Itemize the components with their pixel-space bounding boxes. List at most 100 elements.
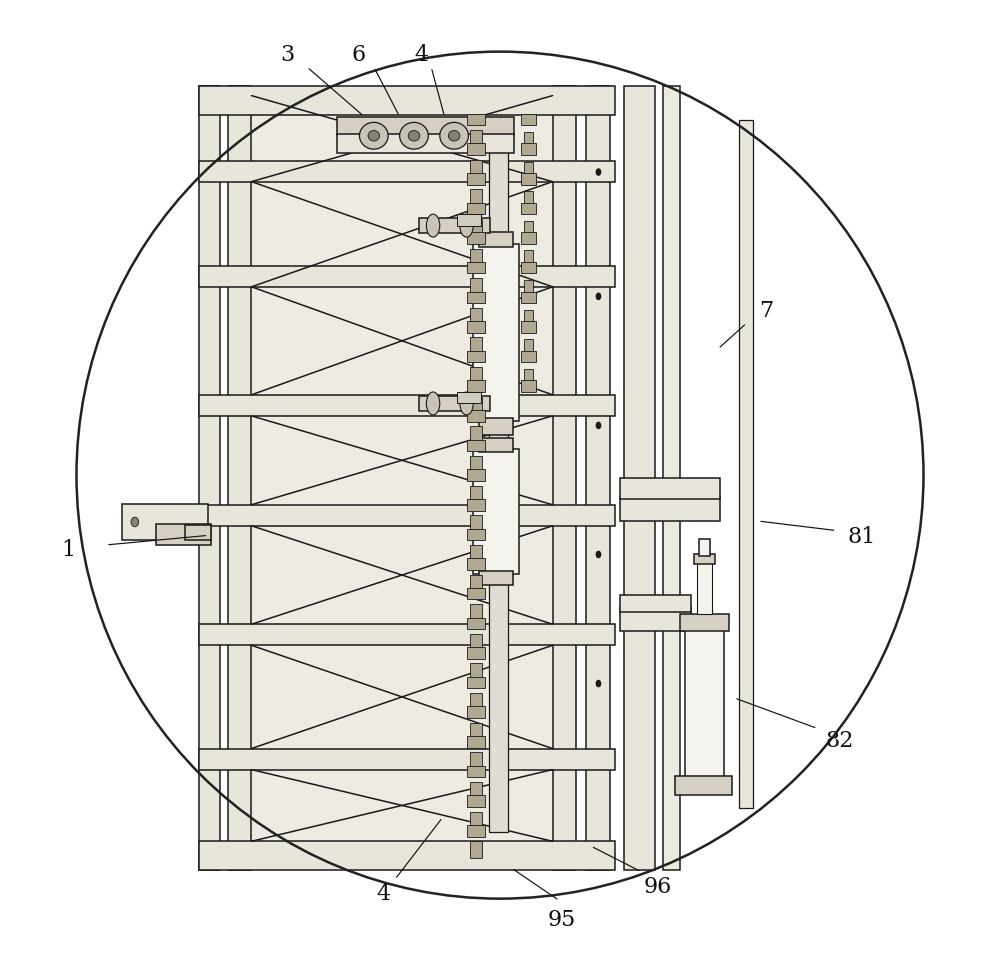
Bar <box>467 529 485 540</box>
Bar <box>467 380 485 392</box>
Ellipse shape <box>460 392 473 415</box>
Bar <box>470 456 482 473</box>
Bar <box>199 505 615 526</box>
Bar <box>470 367 482 384</box>
Bar <box>586 86 610 870</box>
Bar <box>521 114 536 125</box>
Bar <box>470 812 482 829</box>
Bar <box>467 618 485 629</box>
Bar <box>470 308 482 325</box>
Bar <box>467 766 485 777</box>
Bar <box>467 410 485 422</box>
Text: 7: 7 <box>759 299 773 322</box>
Bar <box>479 232 513 247</box>
Bar <box>470 545 482 562</box>
Bar <box>524 191 533 206</box>
Bar <box>199 86 615 115</box>
Bar <box>467 203 485 214</box>
Bar <box>419 396 490 411</box>
Bar <box>470 189 482 206</box>
Bar <box>337 117 514 136</box>
Text: 3: 3 <box>281 44 295 67</box>
Bar <box>470 160 482 177</box>
Bar <box>470 575 482 592</box>
Bar <box>467 232 485 244</box>
Bar <box>694 554 715 564</box>
Bar <box>156 524 211 545</box>
Ellipse shape <box>426 392 440 415</box>
Bar <box>524 221 533 236</box>
Bar <box>620 595 691 612</box>
Ellipse shape <box>131 517 139 527</box>
Bar <box>620 497 720 521</box>
Ellipse shape <box>460 214 473 237</box>
Bar <box>467 736 485 748</box>
Ellipse shape <box>408 131 420 141</box>
Ellipse shape <box>596 680 601 687</box>
Bar <box>521 321 536 333</box>
Text: 6: 6 <box>351 44 366 67</box>
Bar <box>467 499 485 511</box>
Bar <box>199 86 220 870</box>
Bar <box>199 266 615 287</box>
Text: 4: 4 <box>415 44 429 67</box>
Bar <box>524 280 533 295</box>
Bar <box>122 504 208 540</box>
Ellipse shape <box>368 131 380 141</box>
Bar <box>185 525 211 540</box>
Bar <box>467 647 485 659</box>
Ellipse shape <box>426 214 440 237</box>
Bar <box>467 440 485 451</box>
Bar <box>479 418 513 435</box>
Bar <box>470 693 482 710</box>
Bar <box>470 278 482 295</box>
Text: 95: 95 <box>548 908 576 931</box>
Bar <box>524 162 533 177</box>
Bar <box>467 558 485 570</box>
Bar <box>624 86 655 870</box>
Bar <box>470 130 482 147</box>
Bar <box>620 607 691 631</box>
Bar <box>470 486 482 503</box>
Bar <box>467 795 485 807</box>
Bar <box>521 292 536 303</box>
Bar <box>337 134 514 153</box>
Bar <box>521 203 536 214</box>
Bar <box>675 776 732 795</box>
Bar <box>697 561 712 614</box>
Bar <box>524 250 533 266</box>
Text: 82: 82 <box>825 729 854 752</box>
Bar <box>467 588 485 599</box>
Bar <box>470 426 482 444</box>
Bar <box>521 351 536 362</box>
Bar <box>680 614 729 631</box>
Bar <box>470 782 482 799</box>
Bar <box>524 369 533 384</box>
Bar <box>467 469 485 481</box>
Bar <box>685 621 724 779</box>
Bar <box>457 214 481 226</box>
Bar <box>524 339 533 355</box>
Bar <box>620 478 720 499</box>
Bar <box>663 86 680 870</box>
Bar <box>467 262 485 273</box>
Bar <box>489 143 508 832</box>
Bar <box>199 841 615 870</box>
Bar <box>419 218 490 233</box>
Bar <box>473 449 519 574</box>
Bar <box>467 825 485 836</box>
Bar <box>470 249 482 266</box>
Bar <box>251 86 553 870</box>
Bar <box>467 114 485 125</box>
Ellipse shape <box>400 122 428 149</box>
Bar <box>199 624 615 645</box>
Bar <box>524 310 533 325</box>
Bar <box>470 219 482 236</box>
Bar <box>470 604 482 621</box>
Bar <box>479 438 513 452</box>
Bar <box>467 706 485 718</box>
Text: 1: 1 <box>61 538 75 561</box>
Bar <box>199 161 615 182</box>
Bar <box>521 232 536 244</box>
Ellipse shape <box>596 293 601 300</box>
